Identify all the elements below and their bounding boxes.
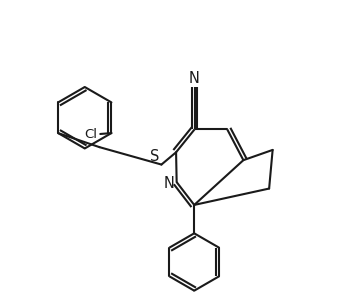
Text: N: N (164, 176, 175, 191)
Text: N: N (189, 71, 200, 86)
Text: Cl: Cl (84, 128, 97, 141)
Text: S: S (150, 149, 160, 164)
